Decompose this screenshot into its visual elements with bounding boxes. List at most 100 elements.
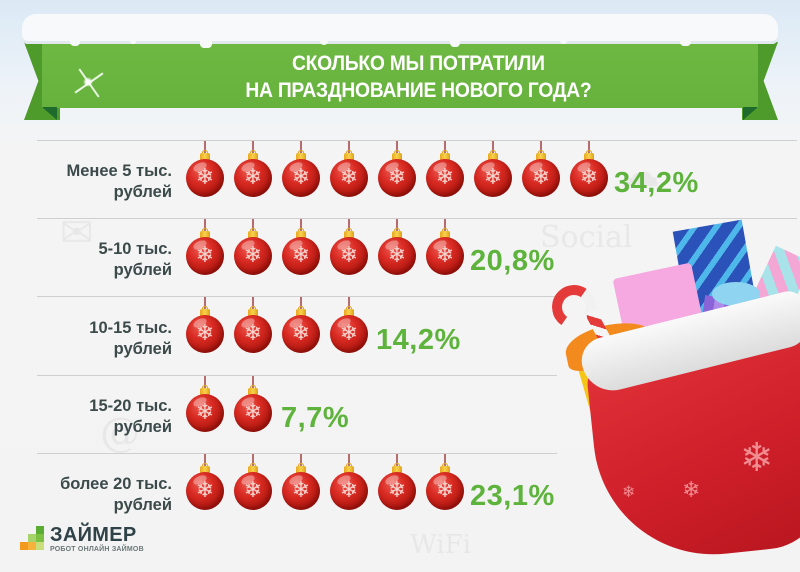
christmas-ornament-icon: ❄ [329, 297, 369, 357]
snowflake-icon: ❄ [243, 321, 263, 346]
row-label-line2: рублей [113, 183, 172, 201]
christmas-ornament-icon: ❄ [233, 219, 273, 279]
christmas-ornament-icon: ❄ [233, 376, 273, 436]
snow-drip [560, 36, 567, 44]
snow-drip [200, 36, 212, 48]
snowflake-icon: ❄ [387, 243, 407, 268]
snowflake-icon: ❄ [291, 321, 311, 346]
background-doodle: WiFi [410, 530, 471, 560]
row-label-line1: 10-15 тыс. [89, 319, 172, 337]
snowflake-icon: ❄ [195, 400, 215, 425]
snowflake-icon: ❄ [531, 165, 551, 190]
zaimer-logo[interactable]: ЗАЙМЕР РОБОТ ОНЛАЙН ЗАЙМОВ [20, 524, 160, 564]
row-label-0: Менее 5 тыс. рублей [0, 161, 172, 203]
snowflake-icon: ❄ [435, 478, 455, 503]
christmas-ornament-icon: ❄ [185, 141, 225, 201]
logo-tagline: РОБОТ ОНЛАЙН ЗАЙМОВ [50, 546, 144, 553]
snowflake-icon: ❄ [291, 165, 311, 190]
christmas-ornament-icon: ❄ [281, 297, 321, 357]
snowflake-icon: ❄ [243, 478, 263, 503]
gift-sack-illustration: ❄ ❄ ❄ [540, 210, 800, 572]
christmas-ornament-icon: ❄ [473, 141, 513, 201]
snowflake-icon: ❄ [579, 165, 599, 190]
snowflake-icon: ❄ [195, 321, 215, 346]
christmas-ornament-icon: ❄ [425, 141, 465, 201]
snowflake-icon: ❄ [435, 165, 455, 190]
row-label-line1: 5-10 тыс. [98, 240, 172, 258]
snow-drip [70, 36, 80, 46]
snowflake-icon: ❄ [243, 400, 263, 425]
row-divider [37, 218, 797, 219]
christmas-ornament-icon: ❄ [521, 141, 561, 201]
row-divider [37, 375, 557, 376]
christmas-ornament-icon: ❄ [569, 141, 609, 201]
row-label-line1: 15-20 тыс. [89, 397, 172, 415]
page-title: СКОЛЬКО МЫ ПОТРАТИЛИ НА ПРАЗДНОВАНИЕ НОВ… [32, 50, 800, 104]
snow-drip [320, 36, 328, 45]
percent-value-4: 23,1% [470, 480, 555, 512]
christmas-ornament-icon: ❄ [233, 454, 273, 514]
christmas-ornament-icon: ❄ [185, 454, 225, 514]
snow-drip [680, 36, 691, 46]
row-label-3: 15-20 тыс. рублей [0, 396, 172, 438]
percent-value-1: 20,8% [470, 245, 555, 277]
title-line-2: НА ПРАЗДНОВАНИЕ НОВОГО ГОДА? [245, 79, 592, 102]
christmas-ornament-icon: ❄ [281, 141, 321, 201]
row-divider [37, 453, 557, 454]
christmas-ornament-icon: ❄ [377, 141, 417, 201]
title-banner: СКОЛЬКО МЫ ПОТРАТИЛИ НА ПРАЗДНОВАНИЕ НОВ… [0, 0, 800, 130]
row-label-4: более 20 тыс. рублей [0, 474, 172, 516]
snow-cap [22, 14, 778, 44]
snowflake-icon: ❄ [243, 165, 263, 190]
snowflake-icon: ❄ [483, 165, 503, 190]
row-label-line1: Менее 5 тыс. [66, 162, 172, 180]
row-label-2: 10-15 тыс. рублей [0, 318, 172, 360]
percent-value-3: 7,7% [281, 402, 350, 434]
christmas-ornament-icon: ❄ [425, 219, 465, 279]
snowflake-icon: ❄ [339, 478, 359, 503]
snowflake-icon: ❄ [243, 243, 263, 268]
christmas-ornament-icon: ❄ [377, 219, 417, 279]
christmas-ornament-icon: ❄ [377, 454, 417, 514]
christmas-ornament-icon: ❄ [281, 454, 321, 514]
snowflake-icon: ❄ [435, 243, 455, 268]
christmas-ornament-icon: ❄ [233, 297, 273, 357]
row-divider [37, 296, 557, 297]
row-label-line2: рублей [113, 340, 172, 358]
snowflake-icon: ❄ [195, 243, 215, 268]
snow-drip [450, 36, 460, 47]
christmas-ornament-icon: ❄ [185, 297, 225, 357]
snowflake-icon: ❄ [291, 478, 311, 503]
snowflake-icon: ❄ [195, 478, 215, 503]
row-label-line1: более 20 тыс. [60, 475, 172, 493]
snowflake-icon: ❄ [682, 478, 701, 503]
row-label-1: 5-10 тыс. рублей [0, 239, 172, 281]
christmas-ornament-icon: ❄ [281, 219, 321, 279]
snowflake-icon: ❄ [622, 482, 636, 501]
snowflake-icon: ❄ [339, 243, 359, 268]
logo-name: ЗАЙМЕР [50, 524, 137, 546]
row-label-line2: рублей [113, 496, 172, 514]
percent-value-0: 34,2% [614, 167, 699, 199]
snowflake-icon: ❄ [740, 435, 774, 481]
christmas-ornament-icon: ❄ [329, 141, 369, 201]
snowflake-icon: ❄ [291, 243, 311, 268]
snow-drip [130, 36, 136, 44]
snowflake-icon: ❄ [339, 321, 359, 346]
christmas-ornament-icon: ❄ [185, 376, 225, 436]
christmas-ornament-icon: ❄ [329, 219, 369, 279]
row-label-line2: рублей [113, 418, 172, 436]
title-line-1: СКОЛЬКО МЫ ПОТРАТИЛИ [291, 52, 545, 75]
christmas-ornament-icon: ❄ [185, 219, 225, 279]
snowflake-icon: ❄ [339, 165, 359, 190]
snowflake-icon: ❄ [387, 478, 407, 503]
christmas-ornament-icon: ❄ [329, 454, 369, 514]
snowflake-icon: ❄ [195, 165, 215, 190]
row-label-line2: рублей [113, 261, 172, 279]
christmas-ornament-icon: ❄ [233, 141, 273, 201]
snowflake-icon: ❄ [387, 165, 407, 190]
logo-mark-icon [20, 524, 48, 552]
christmas-ornament-icon: ❄ [425, 454, 465, 514]
percent-value-2: 14,2% [376, 324, 461, 356]
row-divider [37, 140, 797, 141]
